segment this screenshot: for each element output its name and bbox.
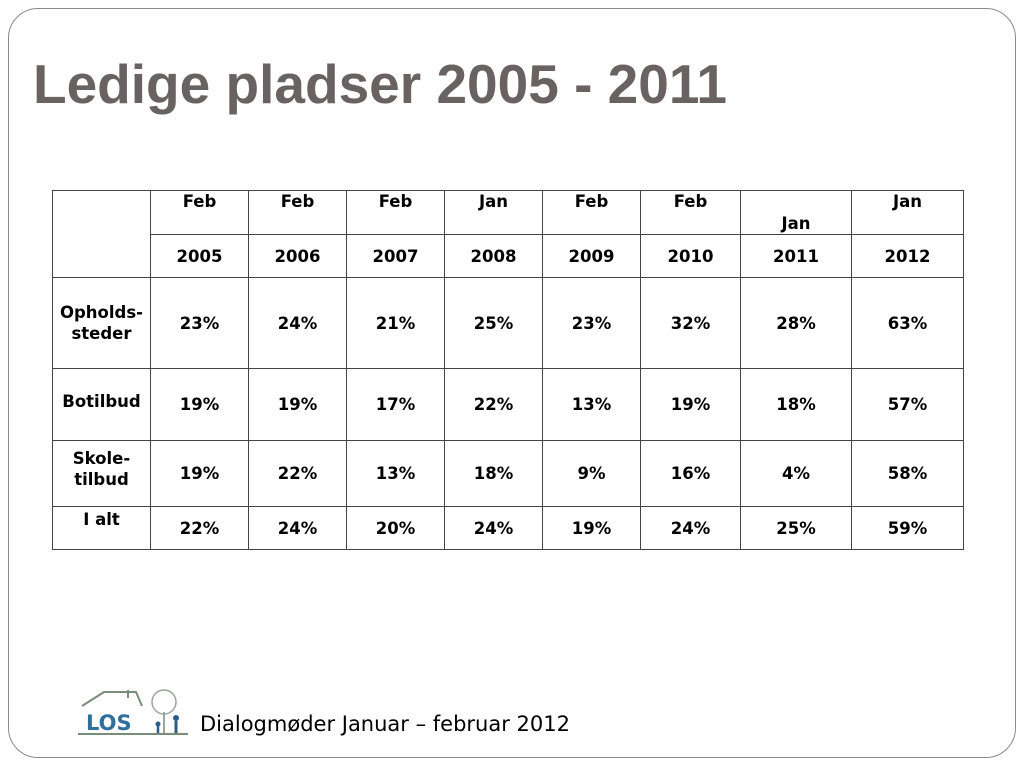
year-cell: 2010 <box>640 234 741 278</box>
row-label: Skole-tilbud <box>52 440 151 507</box>
data-row: Botilbud 19% 19% 17% 22% 13% 19% 18% 57% <box>52 368 964 441</box>
value-cell: 24% <box>640 506 741 550</box>
value-cell: 19% <box>248 368 347 441</box>
value-cell: 13% <box>346 440 445 507</box>
row-label-line: tilbud <box>74 469 129 489</box>
value-cell: 19% <box>640 368 741 441</box>
data-row: Opholds-steder 23% 24% 21% 25% 23% 32% 28% 63% <box>52 277 964 369</box>
value-cell: 32% <box>640 277 741 369</box>
value-cell: 22% <box>248 440 347 507</box>
row-label: Botilbud <box>52 368 151 441</box>
slide <box>8 8 1016 758</box>
value-cell: 25% <box>740 506 852 550</box>
month-cell: Jan <box>851 190 964 235</box>
header-row: Feb Feb Feb Jan Feb Feb Jan Jan <box>52 190 964 278</box>
value-cell: 19% <box>150 440 249 507</box>
year-cell: 2008 <box>444 234 543 278</box>
year-cell: 2009 <box>542 234 641 278</box>
year-cell: 2007 <box>346 234 445 278</box>
value-cell: 24% <box>248 277 347 369</box>
value-cell: 22% <box>444 368 543 441</box>
month-cell: Feb <box>640 190 741 235</box>
value-cell: 19% <box>150 368 249 441</box>
slide-title: Ledige pladser 2005 - 2011 <box>33 53 727 115</box>
data-row: I alt 22% 24% 20% 24% 19% 24% 25% 59% <box>52 506 964 550</box>
month-cell: Feb <box>346 190 445 235</box>
value-cell: 28% <box>740 277 852 369</box>
value-cell: 18% <box>444 440 543 507</box>
value-cell: 13% <box>542 368 641 441</box>
header-row: 2005 2006 2007 2008 2009 2010 2011 2012 <box>53 234 964 278</box>
value-cell: 17% <box>346 368 445 441</box>
value-cell: 4% <box>740 440 852 507</box>
value-cell: 20% <box>346 506 445 550</box>
value-cell: 23% <box>542 277 641 369</box>
value-cell: 24% <box>248 506 347 550</box>
year-cell: 2005 <box>150 234 249 278</box>
value-cell: 59% <box>851 506 964 550</box>
value-cell: 57% <box>851 368 964 441</box>
year-cell: 2012 <box>851 234 964 278</box>
value-cell: 19% <box>542 506 641 550</box>
logo-text: LOS <box>86 711 132 735</box>
month-cell: Jan <box>740 190 852 235</box>
month-cell: Feb <box>248 190 347 235</box>
value-cell: 9% <box>542 440 641 507</box>
month-cell: Feb <box>542 190 641 235</box>
data-row: Skole-tilbud 19% 22% 13% 18% 9% 16% 4% 58% <box>52 440 964 507</box>
value-cell: 24% <box>444 506 543 550</box>
row-label: Opholds-steder <box>52 277 151 369</box>
year-cell: 2006 <box>248 234 347 278</box>
value-cell: 58% <box>851 440 964 507</box>
value-cell: 63% <box>851 277 964 369</box>
month-cell: Feb <box>150 190 249 235</box>
value-cell: 16% <box>640 440 741 507</box>
year-cell: 2011 <box>740 234 852 278</box>
row-label-line: I alt <box>83 510 120 529</box>
logo: LOS <box>78 689 188 735</box>
data-table: Feb Feb Feb Jan Feb Feb Jan Jan 2005 2006 2007 2008… <box>52 190 964 550</box>
row-label-line: Skole- <box>72 448 131 468</box>
footer-text: Dialogmøder Januar – februar 2012 <box>200 712 570 736</box>
row-label-line: steder <box>71 324 132 343</box>
value-cell: 21% <box>346 277 445 369</box>
corner-cell <box>52 190 151 278</box>
value-cell: 25% <box>444 277 543 369</box>
row-label-line: Botilbud <box>62 392 141 411</box>
value-cell: 18% <box>740 368 852 441</box>
month-cell: Jan <box>444 190 543 235</box>
row-label: I alt <box>52 506 151 550</box>
value-cell: 23% <box>150 277 249 369</box>
value-cell: 22% <box>150 506 249 550</box>
row-label-line: Opholds- <box>59 303 144 322</box>
